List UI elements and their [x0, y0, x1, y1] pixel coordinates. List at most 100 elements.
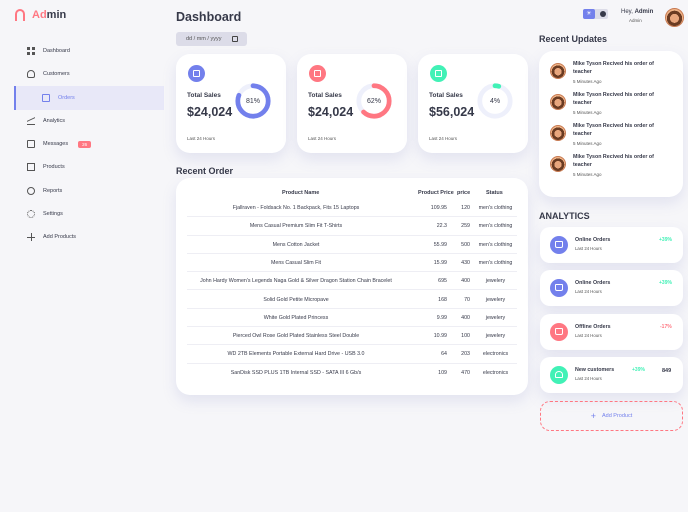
- cell-price: 22.3: [436, 223, 447, 230]
- calendar-icon[interactable]: [232, 36, 238, 42]
- progress-percent: 81%: [245, 97, 260, 105]
- sidebar-item-orders[interactable]: Orders: [14, 86, 164, 110]
- analytics-change: +39%: [659, 280, 672, 286]
- mail-icon: [27, 140, 35, 148]
- cell-price: 109: [438, 369, 447, 376]
- logo-icon: [15, 9, 25, 21]
- table-row[interactable]: Mens Cotton Jacket 55.99 500 men's cloth…: [187, 236, 517, 254]
- card-footnote: Last 24 Hours: [187, 136, 216, 141]
- progress-ring: [477, 83, 513, 119]
- cart-icon: [550, 236, 568, 254]
- brand-name: Admin: [32, 9, 66, 21]
- update-user: Mike Tyson: [573, 61, 602, 67]
- update-message: Mike Tyson Recived his order of teacher: [573, 154, 673, 170]
- sidebar-item-products[interactable]: Products: [14, 156, 164, 178]
- sidebar-item-label: Settings: [43, 211, 63, 217]
- cell-status: men's clothing: [478, 259, 513, 266]
- sidebar-item-dashboard[interactable]: Dashboard: [14, 40, 164, 62]
- inventory-icon: [27, 163, 35, 171]
- table-row[interactable]: John Hardy Women's Legends Naga Gold & S…: [187, 272, 517, 291]
- moon-icon[interactable]: [600, 11, 606, 17]
- progress-ring-fill: [356, 83, 392, 119]
- bar-chart-icon: [309, 65, 326, 82]
- table-row[interactable]: Mens Casual Slim Fit 15.99 430 men's clo…: [187, 254, 517, 273]
- brand-name-suffix: min: [46, 9, 67, 21]
- analytics-card[interactable]: Online Orders Last 24 Hours +39%: [540, 227, 683, 263]
- sidebar-item-reports[interactable]: Reports: [14, 180, 164, 202]
- orders-table: [176, 178, 528, 395]
- column-header-name: Product Name: [282, 190, 320, 196]
- analytics-card[interactable]: New customers Last 24 Hours +39% 849: [540, 357, 683, 393]
- report-icon: [27, 187, 35, 195]
- progress-percent: 4%: [489, 97, 501, 105]
- analytics-change: -17%: [660, 324, 672, 330]
- sales-card: Total Sales $56,024 4% Last 24 Hours: [418, 54, 528, 153]
- progress-ring: [235, 83, 271, 119]
- sidebar-item-messages[interactable]: Messages 26: [14, 133, 164, 155]
- avatar: [550, 125, 566, 141]
- table-row[interactable]: WD 2TB Elements Portable External Hard D…: [187, 345, 517, 364]
- cell-status: men's clothing: [478, 205, 513, 211]
- progress-ring-fill: [235, 83, 271, 119]
- column-header-qty: price: [457, 190, 471, 196]
- cell-product-name: SanDisk SSD PLUS 1TB Internal SSD - SATA…: [230, 369, 362, 376]
- sun-icon[interactable]: ☀: [583, 9, 595, 19]
- avatar: [550, 63, 566, 79]
- plus-icon: [27, 233, 35, 241]
- receipt-icon: [42, 94, 50, 102]
- table-row[interactable]: Pierced Owl Rose Gold Plated Stainless S…: [187, 327, 517, 346]
- sidebar-item-customers[interactable]: Customers: [14, 63, 164, 85]
- update-time: 5 Minutes Ago: [573, 79, 602, 84]
- analytics-card[interactable]: Online Orders Last 24 Hours +39%: [540, 270, 683, 306]
- person-icon: [550, 366, 568, 384]
- cell-qty: 470: [461, 369, 470, 376]
- update-time: 5 Minutes Ago: [573, 110, 602, 115]
- cell-qty: 100: [461, 333, 470, 340]
- table-row[interactable]: Mens Casual Premium Slim Fit T-Shirts 22…: [187, 217, 517, 236]
- table-row[interactable]: SanDisk SSD PLUS 1TB Internal SSD - SATA…: [187, 364, 517, 382]
- cell-status: electronics: [482, 351, 509, 358]
- analytics-change: +39%: [632, 367, 645, 373]
- sidebar-item-settings[interactable]: Settings: [14, 203, 164, 225]
- table-row[interactable]: White Gold Plated Princess 9.99 400 jewe…: [187, 309, 517, 328]
- sidebar-item-label: Messages: [43, 141, 69, 147]
- date-input[interactable]: dd / mm / yyyy: [176, 32, 247, 46]
- sales-card: Total Sales $24,024 62% Last 24 Hours: [297, 54, 407, 153]
- cell-product-name: John Hardy Women's Legends Naga Gold & S…: [200, 278, 392, 285]
- brand[interactable]: Admin: [15, 9, 66, 21]
- analytics-change: +39%: [659, 237, 672, 243]
- cell-qty: 120: [461, 205, 470, 211]
- analytics-value: 849: [662, 368, 672, 374]
- table-row[interactable]: Fjallraven - Foldsack No. 1 Backpack, Fi…: [187, 199, 517, 218]
- update-message: Mike Tyson Recived his order of teacher: [573, 123, 673, 139]
- user-role: Admin: [629, 18, 642, 23]
- sidebar-item-label: Products: [43, 164, 65, 170]
- cell-status: jewelery: [485, 333, 506, 340]
- column-header-status: Status: [486, 190, 503, 196]
- cell-qty: 430: [461, 259, 470, 266]
- sidebar-item-add-products[interactable]: Add Products: [14, 226, 164, 248]
- card-value: $24,024: [308, 105, 354, 119]
- card-footnote: Last 24 Hours: [429, 136, 458, 141]
- table-row[interactable]: Solid Gold Petite Micropave 168 70 jewel…: [187, 291, 517, 309]
- cell-price: 168: [438, 296, 447, 303]
- cell-price: 9.99: [436, 314, 447, 321]
- cell-status: men's clothing: [478, 223, 513, 230]
- add-product-button[interactable]: + Add Product: [540, 401, 683, 431]
- profile-avatar[interactable]: [665, 8, 684, 27]
- analytics-card[interactable]: Offline Orders Last 24 Hours -17%: [540, 314, 683, 350]
- cell-status: electronics: [482, 369, 509, 376]
- sidebar-item-label: Customers: [43, 71, 70, 77]
- avatar: [550, 156, 566, 172]
- analytics-card-title: Offline Orders: [575, 324, 611, 330]
- theme-toggle[interactable]: ☀: [583, 9, 608, 19]
- greeting-text: Hey,: [621, 9, 635, 15]
- recent-updates-title: Recent Updates: [539, 34, 608, 44]
- user-name: Admin: [634, 9, 654, 15]
- sales-card: Total Sales $24,024 81% Last 24 Hours: [176, 54, 286, 153]
- analytics-title: ANALYTICS: [539, 211, 590, 221]
- update-text: Recived his order of teacher: [573, 92, 654, 106]
- sidebar-item-analytics[interactable]: Analytics: [14, 110, 164, 132]
- cell-qty: 203: [461, 351, 470, 358]
- cell-product-name: Solid Gold Petite Micropave: [263, 296, 329, 303]
